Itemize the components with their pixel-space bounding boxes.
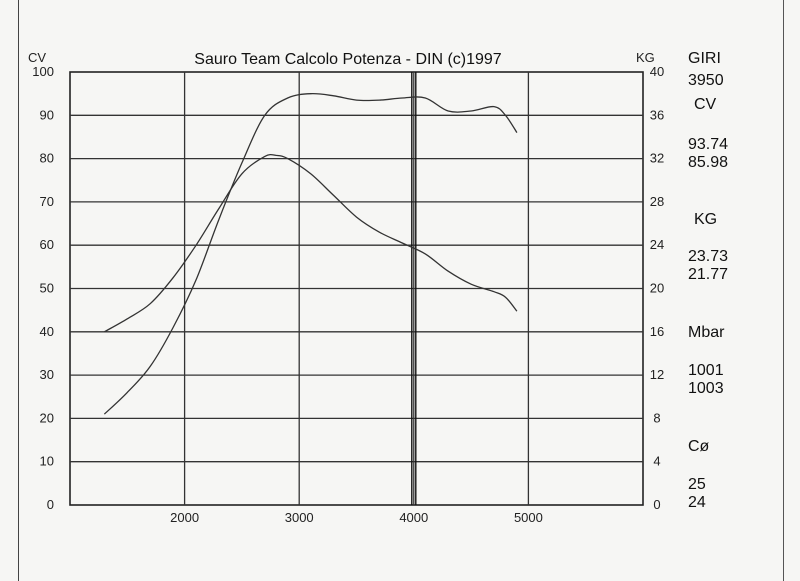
readout-panel: GIRI 3950 CV 93.74 85.98 KG 23.73 21.77 … <box>686 44 732 524</box>
mbar-value-2: 1003 <box>688 380 724 397</box>
right-tick-label: 28 <box>650 194 664 209</box>
x-tick-label: 2000 <box>170 510 199 525</box>
right-tick-label: 32 <box>650 151 664 166</box>
temperature-value-2: 24 <box>688 494 706 511</box>
mbar-label: Mbar <box>688 324 725 341</box>
cv-value-2: 85.98 <box>688 154 729 171</box>
left-tick-label: 40 <box>40 324 54 339</box>
giri-value: 3950 <box>688 72 724 89</box>
left-tick-label: 80 <box>40 151 54 166</box>
left-tick-label: 90 <box>40 107 54 122</box>
chart-title: Sauro Team Calcolo Potenza - DIN (c)1997 <box>194 51 502 68</box>
right-tick-label: 24 <box>650 237 664 252</box>
left-tick-label: 10 <box>40 454 54 469</box>
right-tick-label: 20 <box>650 281 664 296</box>
cv-label: CV <box>694 96 717 113</box>
right-axis-label: KG <box>636 50 655 65</box>
power-curve <box>103 92 518 415</box>
left-tick-label: 0 <box>47 497 54 512</box>
kg-value-1: 23.73 <box>688 248 729 265</box>
right-tick-label: 8 <box>653 410 660 425</box>
kg-label: KG <box>694 211 718 228</box>
temperature-label: Cø <box>688 438 710 455</box>
left-tick-label: 100 <box>32 64 54 79</box>
torque-curve <box>104 153 518 333</box>
scan-edge-right <box>783 0 784 581</box>
right-tick-label: 36 <box>650 107 664 122</box>
x-tick-label: 4000 <box>399 510 428 525</box>
right-tick-label: 4 <box>653 454 660 469</box>
right-tick-label: 12 <box>650 367 664 382</box>
temperature-value-1: 25 <box>688 476 706 493</box>
left-axis-label: CV <box>28 50 46 65</box>
x-tick-label: 5000 <box>514 510 543 525</box>
left-tick-label: 70 <box>40 194 54 209</box>
mbar-value-1: 1001 <box>688 362 724 379</box>
left-tick-label: 60 <box>40 237 54 252</box>
right-tick-label: 40 <box>650 64 664 79</box>
right-tick-label: 16 <box>650 324 664 339</box>
left-tick-label: 30 <box>40 367 54 382</box>
right-tick-label: 0 <box>653 497 660 512</box>
kg-value-2: 21.77 <box>688 266 729 283</box>
cv-value-1: 93.74 <box>688 136 729 153</box>
left-tick-label: 20 <box>40 410 54 425</box>
giri-label: GIRI <box>688 50 721 67</box>
x-tick-label: 3000 <box>285 510 314 525</box>
left-tick-label: 50 <box>40 281 54 296</box>
scan-edge-left <box>18 0 19 581</box>
